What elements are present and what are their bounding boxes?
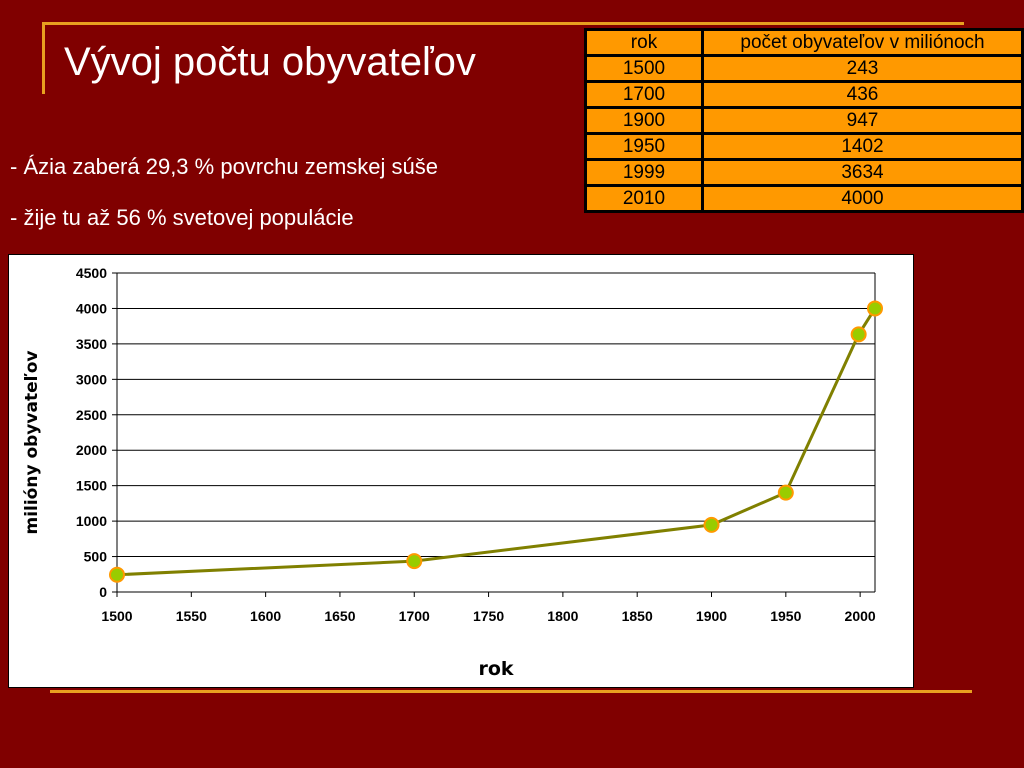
x-tick-label: 1700: [399, 608, 430, 624]
x-tick-label: 2000: [845, 608, 876, 624]
x-tick-label: 1600: [250, 608, 281, 624]
left-accent-line: [42, 22, 45, 94]
table-row: 1950 1402: [584, 132, 1024, 161]
table-header-population: počet obyvateľov v miliónoch: [701, 28, 1024, 57]
y-tick-label: 2000: [76, 442, 107, 458]
table-cell-population: 243: [701, 54, 1024, 83]
table-row: 1999 3634: [584, 158, 1024, 187]
table-cell-population: 3634: [701, 158, 1024, 187]
population-line-chart: 0 500 1000 1500 2000 2500 3000 3500 4000 4500 1500…: [22, 265, 883, 680]
x-tick-label: 1550: [176, 608, 207, 624]
bottom-accent-line: [50, 690, 972, 693]
y-tick-label: 4000: [76, 300, 107, 316]
y-tick-label: 2500: [76, 407, 107, 423]
y-tick-label: 4500: [76, 265, 107, 281]
data-point: [777, 484, 794, 501]
table-cell-population: 4000: [701, 184, 1024, 213]
table-cell-population: 947: [701, 106, 1024, 135]
y-axis-title: milióny obyvateľov: [22, 350, 42, 534]
x-tick-label: 1850: [622, 608, 653, 624]
table-cell-year: 1999: [584, 158, 704, 187]
table-cell-population: 436: [701, 80, 1024, 109]
series-line: [116, 307, 877, 577]
y-tick-label: 3000: [76, 371, 107, 387]
data-point: [109, 566, 125, 583]
table-cell-year: 1950: [584, 132, 704, 161]
table-cell-year: 2010: [584, 184, 704, 213]
x-tick-label: 1900: [696, 608, 727, 624]
table-cell-year: 1500: [584, 54, 704, 83]
x-tick-label: 1750: [473, 608, 504, 624]
x-axis-title: rok: [478, 658, 513, 680]
table-header-row: rok počet obyvateľov v miliónoch: [584, 28, 1024, 57]
top-accent-line: [42, 22, 964, 25]
x-tick-label: 1950: [770, 608, 801, 624]
bullet-asia-population: - žije tu až 56 % svetovej populácie: [10, 205, 354, 230]
grid-lines: [117, 272, 875, 558]
table-cell-year: 1700: [584, 80, 704, 109]
table-row: 1900 947: [584, 106, 1024, 135]
x-tick-label: 1800: [547, 608, 578, 624]
axes: [112, 272, 876, 597]
y-tick-label: 1000: [76, 513, 107, 529]
y-tick-label: 0: [99, 584, 107, 600]
data-point: [406, 553, 423, 570]
chart-container: 0 500 1000 1500 2000 2500 3000 3500 4000 4500 1500…: [8, 254, 914, 688]
tick-labels: 0 500 1000 1500 2000 2500 3000 3500 4000 4500 1500…: [76, 265, 876, 624]
table-row: 1700 436: [584, 80, 1024, 109]
table-row: 1500 243: [584, 54, 1024, 83]
population-table: rok počet obyvateľov v miliónoch 1500 24…: [584, 28, 1024, 213]
y-tick-label: 500: [84, 549, 108, 565]
x-tick-label: 1650: [324, 608, 355, 624]
table-header-year: rok: [584, 28, 704, 57]
bullet-asia-area: - Ázia zaberá 29,3 % povrchu zemskej súš…: [10, 154, 438, 179]
series-population: [109, 300, 883, 583]
data-point: [850, 326, 867, 343]
y-tick-label: 1500: [76, 478, 107, 494]
data-point: [703, 516, 720, 533]
x-tick-label: 1500: [101, 608, 132, 624]
y-tick-label: 3500: [76, 336, 107, 352]
data-point: [867, 300, 883, 317]
slide-title: Vývoj počtu obyvateľov: [64, 40, 476, 84]
table-cell-population: 1402: [701, 132, 1024, 161]
table-row: 2010 4000: [584, 184, 1024, 213]
table-cell-year: 1900: [584, 106, 704, 135]
